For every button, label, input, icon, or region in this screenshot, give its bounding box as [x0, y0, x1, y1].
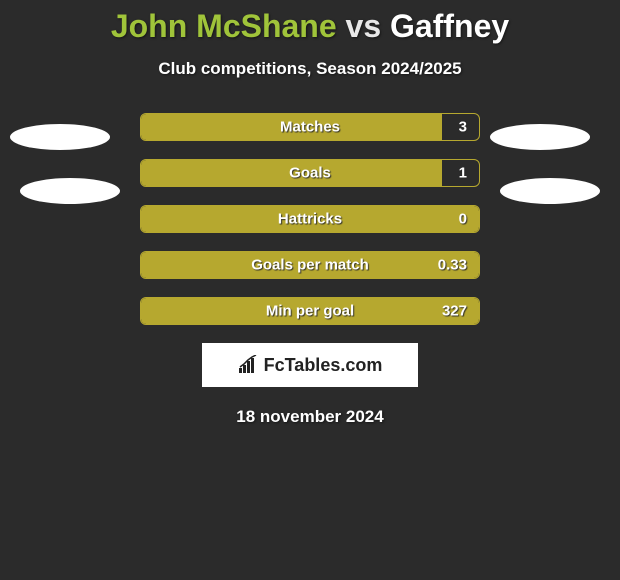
- stat-row: Goals 1: [140, 159, 480, 187]
- decorative-ellipse: [10, 124, 110, 150]
- stat-label: Matches: [280, 119, 340, 136]
- decorative-ellipse: [500, 178, 600, 204]
- brand-text: FcTables.com: [264, 355, 383, 376]
- page-title: John McShane vs Gaffney: [0, 0, 620, 45]
- stat-row: Hattricks 0: [140, 205, 480, 233]
- player2-name: Gaffney: [390, 8, 509, 44]
- stat-value: 3: [459, 119, 467, 136]
- decorative-ellipse: [490, 124, 590, 150]
- stat-label: Hattricks: [278, 211, 342, 228]
- decorative-ellipse: [20, 178, 120, 204]
- stat-label: Min per goal: [266, 303, 354, 320]
- vs-separator: vs: [346, 8, 382, 44]
- stat-row: Goals per match 0.33: [140, 251, 480, 279]
- brand-badge: FcTables.com: [202, 343, 418, 387]
- stat-row: Min per goal 327: [140, 297, 480, 325]
- chart-icon: [238, 355, 260, 375]
- stat-value: 0: [459, 211, 467, 228]
- player1-name: John McShane: [111, 8, 337, 44]
- date-text: 18 november 2024: [0, 407, 620, 427]
- subtitle: Club competitions, Season 2024/2025: [0, 59, 620, 79]
- stat-row: Matches 3: [140, 113, 480, 141]
- stat-label: Goals: [289, 165, 331, 182]
- stat-label: Goals per match: [251, 257, 369, 274]
- stat-value: 0.33: [438, 257, 467, 274]
- stat-value: 1: [459, 165, 467, 182]
- stat-value: 327: [442, 303, 467, 320]
